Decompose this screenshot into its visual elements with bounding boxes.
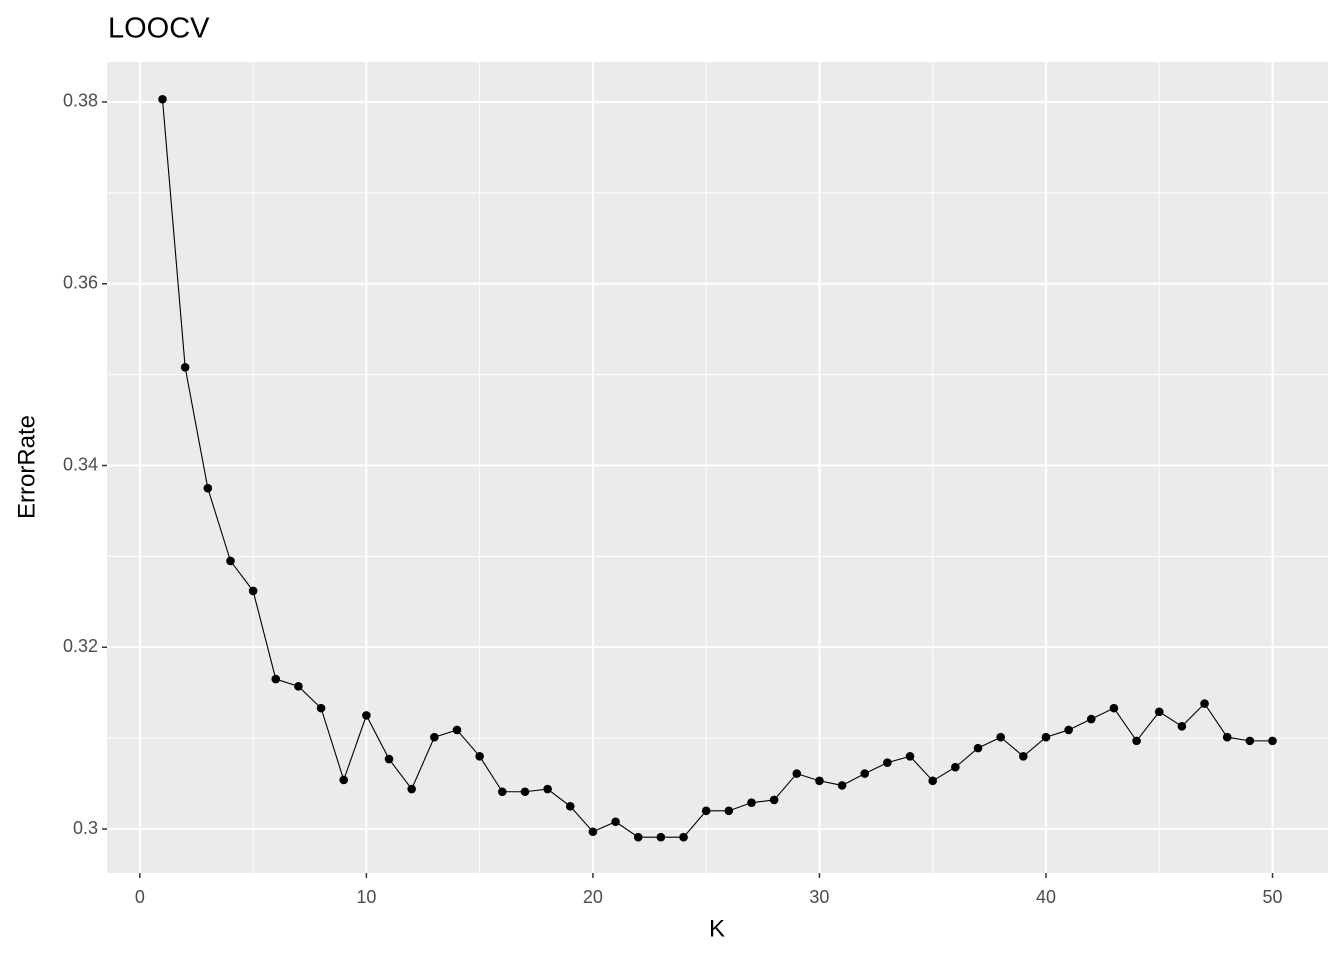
point	[1177, 722, 1187, 731]
y-tick-label: 0.34	[63, 454, 98, 474]
point	[430, 732, 439, 742]
point	[271, 674, 281, 684]
point	[520, 787, 530, 797]
point	[362, 711, 371, 720]
point	[158, 94, 167, 104]
point	[497, 787, 507, 797]
point	[565, 801, 575, 811]
point	[203, 483, 213, 493]
point	[837, 781, 847, 790]
point	[656, 832, 666, 842]
point	[905, 752, 915, 761]
grid	[102, 62, 1328, 878]
point	[1154, 707, 1164, 717]
point	[1245, 736, 1255, 746]
point	[1132, 736, 1141, 746]
chart-title: LOOCV	[108, 13, 210, 45]
point	[951, 762, 960, 772]
point	[475, 752, 484, 761]
point	[452, 725, 462, 735]
point	[226, 556, 235, 566]
point	[1222, 732, 1232, 742]
y-tick-label: 0.38	[63, 91, 98, 111]
point	[633, 832, 643, 842]
x-axis-label: K	[709, 915, 725, 942]
y-tick-label: 0.32	[63, 636, 98, 656]
y-axis-label: ErrorRate	[13, 415, 40, 519]
x-tick-label: 30	[809, 887, 829, 907]
point	[1041, 732, 1051, 742]
point	[724, 806, 734, 816]
point	[588, 827, 598, 837]
marks	[158, 94, 1277, 842]
point	[1064, 725, 1073, 735]
point	[1086, 714, 1096, 724]
y-tick-label: 0.36	[63, 272, 98, 292]
x-tick-label: 20	[583, 887, 603, 907]
point	[679, 832, 688, 842]
point	[701, 806, 711, 816]
y-tick-label: 0.3	[73, 818, 98, 838]
point	[883, 758, 892, 767]
x-tick-label: 50	[1262, 887, 1282, 907]
point	[928, 776, 938, 786]
point	[815, 776, 824, 786]
point	[248, 586, 258, 596]
panel	[107, 62, 1328, 873]
point	[339, 775, 349, 785]
point	[543, 784, 552, 794]
point	[384, 754, 394, 764]
point	[996, 732, 1005, 742]
point	[180, 363, 190, 372]
point	[294, 682, 303, 691]
point	[747, 798, 756, 807]
point	[769, 795, 779, 805]
point	[1109, 703, 1119, 713]
point	[1019, 752, 1028, 761]
point	[611, 817, 620, 827]
point	[1268, 736, 1277, 746]
point	[860, 769, 870, 778]
x-tick-label: 40	[1036, 887, 1056, 907]
point	[407, 784, 416, 794]
x-tick-label: 10	[356, 887, 376, 907]
point	[1200, 699, 1209, 708]
point	[316, 703, 326, 713]
point	[973, 743, 983, 753]
point	[792, 769, 802, 778]
x-tick-label: 0	[135, 887, 145, 907]
